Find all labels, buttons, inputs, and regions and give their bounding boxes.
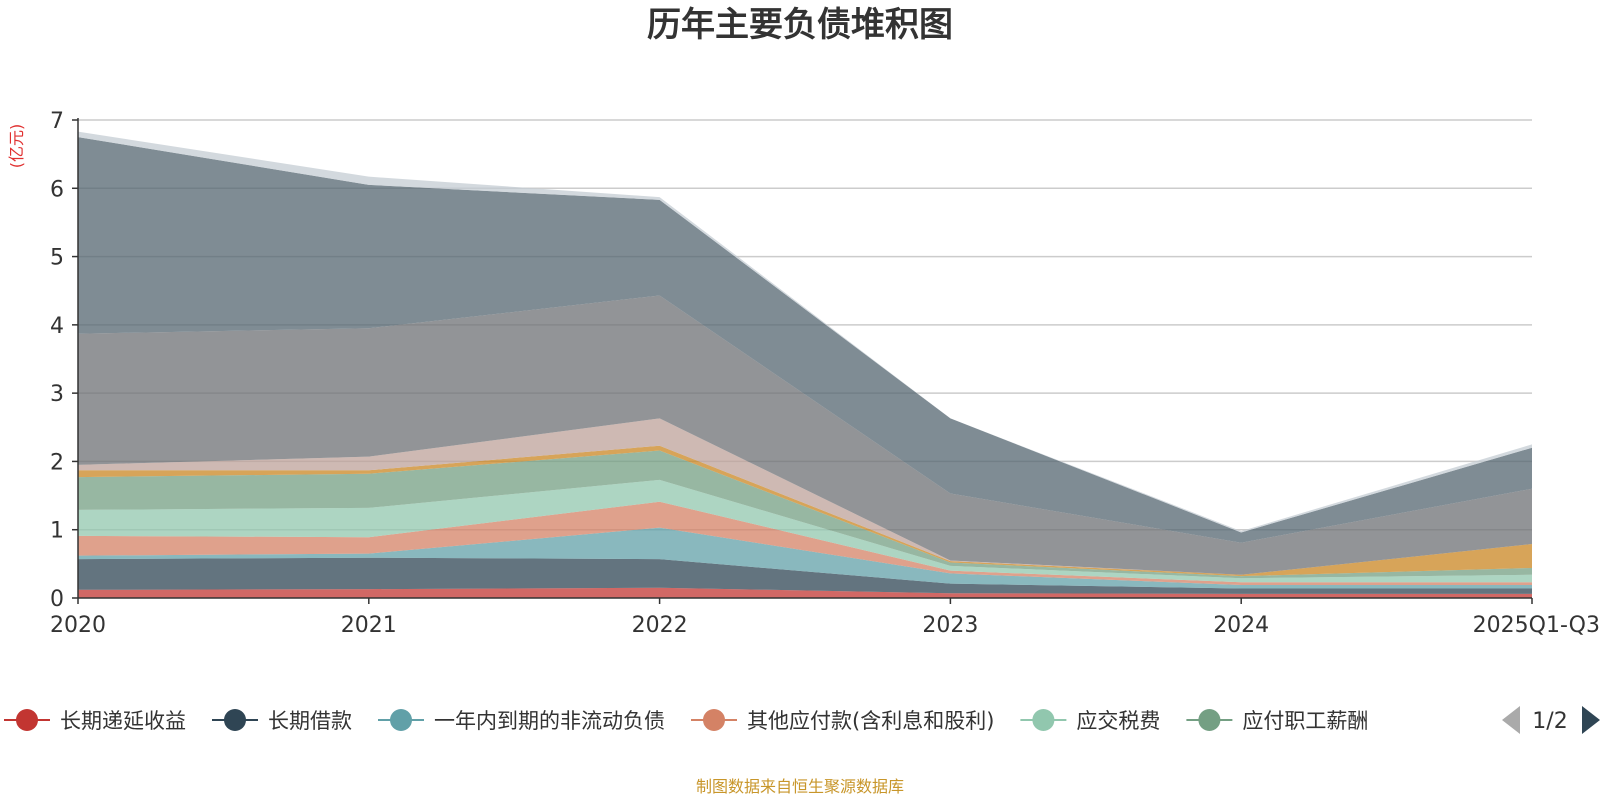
legend-marker-icon [390,709,412,731]
area-series-1 [78,557,1532,594]
x-tick-label: 2021 [341,613,397,638]
y-tick-label: 7 [50,109,64,134]
y-tick-label: 4 [50,314,64,339]
y-tick-label: 1 [50,519,64,544]
legend-label: 应交税费 [1076,709,1160,733]
legend-label: 长期借款 [268,709,352,733]
legend: 长期递延收益 长期借款 一年内到期的非流动负债 其他应付款(含利息和股利) 应交税费 应付… [4,709,1368,733]
x-tick-label: 2025Q1-Q3 [1473,613,1600,638]
x-tick-label: 2022 [632,613,688,638]
legend-page-indicator: 1/2 [1532,709,1567,734]
data-source-note: 制图数据来自恒生聚源数据库 [696,777,904,796]
area-series-8 [78,295,1532,575]
legend-marker-icon [16,709,38,731]
x-tick-label: 2024 [1213,613,1269,638]
axes [72,118,1533,604]
legend-marker-icon [1198,709,1221,731]
y-tick-label: 6 [50,177,64,202]
x-tick-label: 2023 [922,613,978,638]
area-series-3 [78,501,1532,586]
legend-item[interactable]: 其他应付款(含利息和股利) [691,709,994,733]
y-tick-label: 3 [50,382,64,407]
y-tick-labels: 0 1 2 3 4 5 6 7 [50,109,64,612]
chart-title: 历年主要负债堆积图 [647,5,953,45]
area-series-7 [78,418,1532,575]
legend-marker-icon [1032,709,1055,731]
legend-item[interactable]: 长期借款 [212,709,352,733]
legend-item[interactable]: 应交税费 [1020,709,1160,733]
y-tick-label: 2 [50,450,64,475]
legend-item[interactable]: 长期递延收益 [4,709,186,733]
legend-marker-icon [224,709,246,731]
legend-label: 长期递延收益 [60,709,186,733]
y-tick-label: 0 [50,587,64,612]
legend-item[interactable]: 应付职工薪酬 [1186,709,1368,733]
legend-label: 一年内到期的非流动负债 [434,709,665,733]
y-axis-unit: (亿元) [7,124,26,169]
x-tick-label: 2020 [50,613,106,638]
legend-next-icon[interactable] [1582,706,1600,734]
area-series-4 [78,479,1532,583]
area-series-5 [78,450,1532,579]
area-series-9 [78,137,1532,543]
area-series-2 [78,527,1532,589]
legend-marker-icon [703,709,725,731]
legend-prev-icon[interactable] [1502,706,1520,734]
y-tick-label: 5 [50,246,64,271]
x-tick-labels: 2020 2021 2022 2023 2024 2025Q1-Q3 [50,613,1600,638]
legend-item[interactable]: 一年内到期的非流动负债 [378,709,665,733]
legend-label: 其他应付款(含利息和股利) [747,709,994,733]
legend-pager: 1/2 [1502,706,1600,734]
legend-label: 应付职工薪酬 [1242,709,1368,733]
area-series [78,131,1532,598]
area-series-0 [78,587,1532,598]
area-series-6 [78,445,1532,577]
